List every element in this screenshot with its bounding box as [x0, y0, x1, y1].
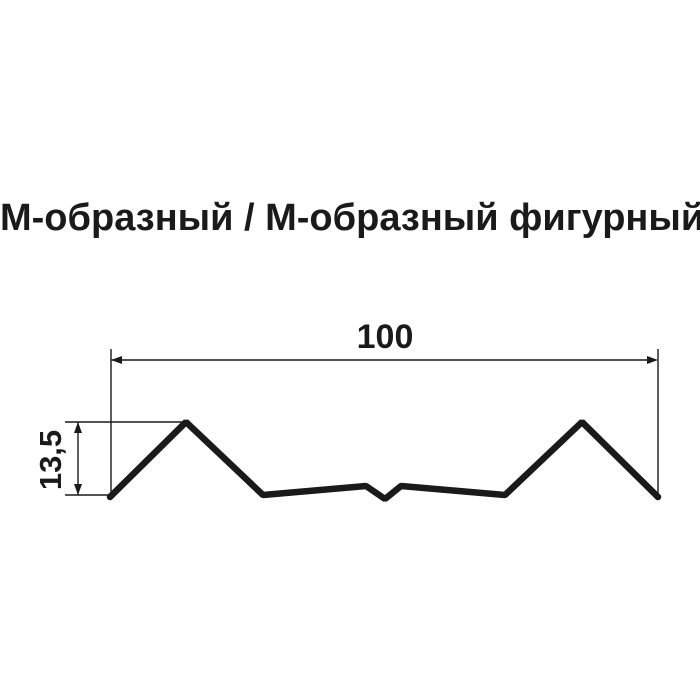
svg-text:13,5: 13,5: [33, 430, 68, 490]
svg-text:100: 100: [357, 318, 414, 356]
